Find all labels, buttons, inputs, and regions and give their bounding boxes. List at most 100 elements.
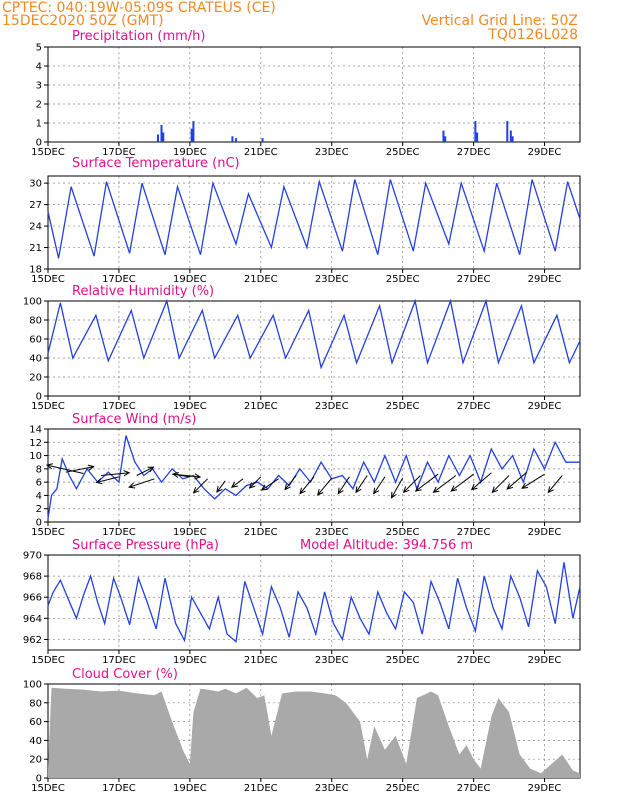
wind-vector-head <box>470 483 478 491</box>
wind-vector <box>101 472 130 476</box>
precip-bar <box>162 132 165 142</box>
temp-xtick-label: 25DEC <box>386 274 420 285</box>
precip-panel: 0 1 2 3 4 5 15DEC 17DEC 19DEC 21DEC 23DEC 25DEC 27DE… <box>31 29 581 158</box>
wind-vector <box>65 466 94 473</box>
wind-vector-head <box>95 478 103 485</box>
wind-vector <box>521 473 545 489</box>
cloud-xtick-label: 19DEC <box>173 783 207 794</box>
rh-frame <box>47 300 581 397</box>
precip-frame <box>47 46 581 143</box>
precip-xtick-label: 27DEC <box>457 147 491 158</box>
precip-ytick-label: 3 <box>36 81 42 92</box>
wind-vector-head <box>230 481 238 488</box>
precip-bar <box>190 128 193 142</box>
rh-xtick-label: 21DEC <box>244 401 278 412</box>
cloud-panel: 0 20 40 60 80 100 15DEC 17DEC 19DEC 21DEC 23DEC 25D… <box>23 667 581 794</box>
rh-ytick-label: 60 <box>29 335 42 346</box>
precip-xtick-label: 17DEC <box>102 147 136 158</box>
rh-series-line <box>47 298 581 370</box>
wind-vector-head <box>402 486 410 494</box>
wind-vector <box>391 477 404 499</box>
temp-xtick-label: 19DEC <box>173 274 207 285</box>
temp-ytick-label: 27 <box>29 200 42 211</box>
wind-xtick-label: 27DEC <box>457 527 491 538</box>
cloud-xtick-label: 25DEC <box>386 783 420 794</box>
precip-ytick-label: 0 <box>36 138 42 149</box>
wind-vector-head <box>284 483 291 491</box>
wind-ytick-label: 10 <box>29 451 42 462</box>
precip-xtick-label: 25DEC <box>386 147 420 158</box>
wind-vector <box>506 471 528 490</box>
pres-ytick-label: 966 <box>23 593 42 604</box>
wind-vector <box>46 464 84 474</box>
precip-bar <box>511 136 514 142</box>
rh-ytick-label: 0 <box>36 392 42 403</box>
cloud-cover-area <box>48 687 580 778</box>
pres-ytick-label: 964 <box>23 614 42 625</box>
cloud-ytick-label: 100 <box>23 680 42 691</box>
rh-panel: 0 20 40 60 80 100 15DEC 17DEC 19DEC 21DEC 23DEC 25D… <box>23 284 581 412</box>
wind-vector <box>415 473 439 492</box>
precip-bar <box>506 121 509 142</box>
precip-xtick-label: 21DEC <box>244 147 278 158</box>
header-grid-note: Vertical Grid Line: 50Z <box>422 13 578 29</box>
precip-bar <box>160 124 163 142</box>
wind-vector <box>231 478 244 488</box>
wind-vector <box>96 476 120 483</box>
wind-vector <box>172 473 190 478</box>
temp-xtick-label: 27DEC <box>457 274 491 285</box>
temp-ytick-label: 24 <box>29 222 42 233</box>
wind-ytick-label: 14 <box>29 425 42 436</box>
precip-bar <box>444 136 447 142</box>
precip-xtick-label: 29DEC <box>528 147 562 158</box>
wind-vector-head <box>521 482 529 489</box>
rh-ytick-label: 40 <box>29 354 42 365</box>
precip-bar <box>156 134 159 142</box>
precip-bar <box>192 121 195 142</box>
pres-ytick-label: 970 <box>23 551 42 562</box>
pres-panel: 962 964 966 968 970 15DEC 17DEC 19DEC 21DEC 23DEC… <box>23 538 581 666</box>
wind-ytick-label: 2 <box>36 504 42 515</box>
rh-xtick-label: 25DEC <box>386 401 420 412</box>
cloud-ytick-label: 80 <box>29 698 42 709</box>
cloud-xtick-label: 21DEC <box>244 783 278 794</box>
rh-ytick-label: 100 <box>23 297 42 308</box>
temp-frame <box>47 175 581 270</box>
wind-xtick-label: 17DEC <box>102 527 136 538</box>
wind-vector <box>216 480 226 493</box>
header-code: TQ0126L028 <box>487 27 578 43</box>
wind-vector-head <box>299 487 306 495</box>
wind-vector-head <box>432 486 440 493</box>
wind-xtick-label: 21DEC <box>244 527 278 538</box>
temp-xtick-label: 17DEC <box>102 274 136 285</box>
wind-frame <box>47 428 581 523</box>
cloud-ytick-label: 20 <box>29 755 42 766</box>
precip-xtick-label: 15DEC <box>31 147 65 158</box>
wind-vector <box>491 475 510 493</box>
precip-xtick-label: 19DEC <box>173 147 207 158</box>
pres-annotation: Model Altitude: 394.756 m <box>300 538 473 553</box>
wind-vector <box>337 476 350 494</box>
wind-xtick-label: 15DEC <box>31 527 65 538</box>
wind-vector <box>317 477 333 496</box>
wind-vector-head <box>87 464 95 471</box>
rh-xtick-label: 23DEC <box>315 401 349 412</box>
pres-frame <box>47 554 581 651</box>
wind-vector <box>193 478 208 494</box>
rh-xtick-label: 27DEC <box>457 401 491 412</box>
wind-panel: 0 2 4 6 8 10 12 14 15DEC 17DEC 19DEC 21DEC 23DEC 25DE… <box>29 412 581 538</box>
wind-vector <box>403 475 421 493</box>
temp-ytick-label: 30 <box>29 179 42 190</box>
pres-xtick-label: 29DEC <box>528 655 562 666</box>
precip-bar <box>234 138 237 142</box>
rh-title: Relative Humidity (%) <box>72 284 214 299</box>
precip-bar <box>476 132 479 142</box>
temp-xtick-label: 21DEC <box>244 274 278 285</box>
cloud-xtick-label: 29DEC <box>528 783 562 794</box>
pres-ytick-label: 968 <box>23 572 42 583</box>
pres-xtick-label: 17DEC <box>102 655 136 666</box>
precip-bar <box>474 121 477 142</box>
rh-ytick-label: 80 <box>29 316 42 327</box>
wind-vector-head <box>171 471 179 478</box>
